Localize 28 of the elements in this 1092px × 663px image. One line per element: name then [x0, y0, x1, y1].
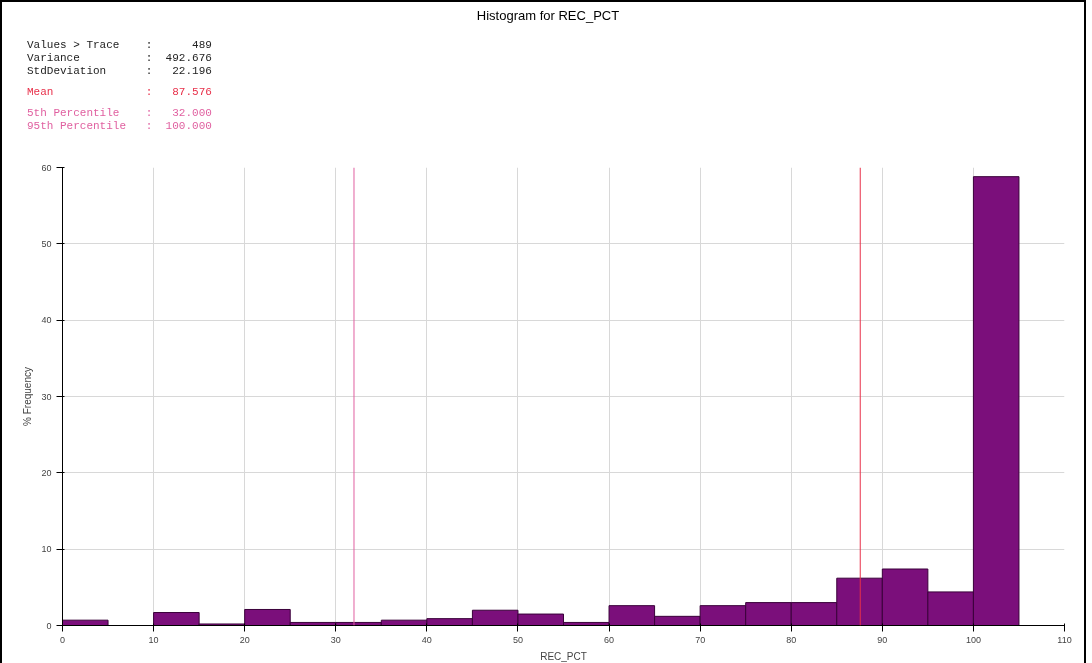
y-axis-title: % Frequency	[22, 367, 34, 426]
x-tick-label: 20	[239, 634, 250, 645]
text: 5th Percentile : 32.000	[27, 107, 212, 120]
x-tick-label: 70	[695, 634, 706, 645]
y-tick-label: 60	[41, 162, 52, 173]
y-tick-label: 30	[41, 391, 52, 402]
text: Variance : 492.676	[27, 52, 212, 65]
x-tick-label: 50	[512, 634, 523, 645]
text: Mean : 87.576	[27, 86, 212, 99]
y-tick-label: 40	[41, 315, 52, 326]
y-tick-label: 50	[41, 238, 52, 249]
x-tick-label: 60	[604, 634, 615, 645]
x-tick-label: 10	[148, 634, 159, 645]
text: 95th Percentile : 100.000	[27, 120, 212, 133]
x-tick-label: 80	[786, 634, 797, 645]
x-tick-label: 110	[1057, 634, 1072, 645]
x-tick-label: 90	[877, 634, 888, 645]
x-tick-label: 100	[965, 634, 981, 645]
x-tick-label: 40	[421, 634, 432, 645]
x-tick-label: 0	[60, 634, 66, 645]
x-tick-label: 30	[330, 634, 341, 645]
y-tick-label: 0	[46, 620, 52, 631]
y-tick-label: 10	[41, 544, 52, 555]
chart-title: Histogram for REC_PCT	[476, 7, 620, 25]
x-axis-title: REC_PCT	[540, 650, 587, 662]
text: StdDeviation : 22.196	[27, 65, 212, 78]
text: Values > Trace : 489	[27, 39, 212, 52]
y-tick-label: 20	[41, 467, 52, 478]
